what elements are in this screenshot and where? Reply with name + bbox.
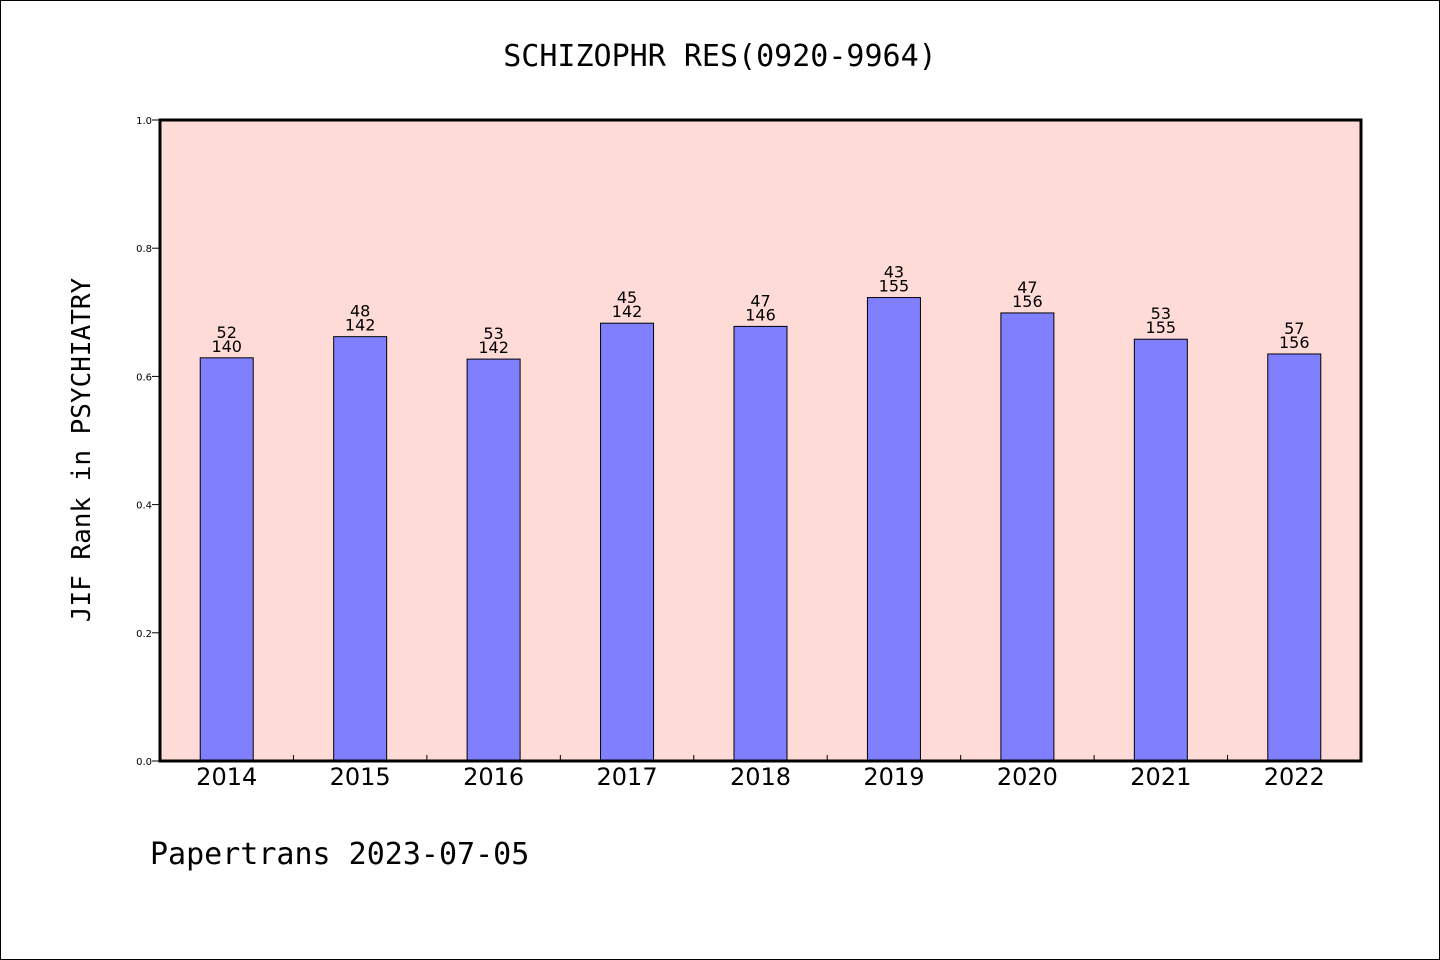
y-tick-label: 0.6 [136, 372, 152, 383]
x-tick-label: 2014 [196, 763, 257, 791]
x-tick-label: 2020 [997, 763, 1058, 791]
x-tick-label: 2021 [1130, 763, 1191, 791]
bar-label-total: 140 [211, 337, 242, 356]
chart-title: SCHIZOPHR RES(0920-9964) [503, 39, 936, 74]
bar-label-total: 155 [879, 277, 910, 296]
bar-label-rank: 52 [217, 323, 237, 342]
y-tick-label: 0.0 [136, 757, 152, 768]
y-tick-label: 0.2 [136, 629, 152, 640]
bar-2016 [466, 358, 521, 762]
x-tick-label: 2016 [463, 763, 524, 791]
bar-label-total: 142 [478, 338, 509, 357]
y-axis: 0.0 0.2 0.4 0.6 0.8 1.0 [136, 116, 160, 768]
bar-label-rank: 53 [1151, 304, 1171, 323]
bar-2021 [1133, 338, 1188, 762]
bar-label-total: 156 [1012, 292, 1043, 311]
x-tick-label: 2018 [730, 763, 791, 791]
y-axis-label: JIF Rank in PSYCHIATRY [67, 277, 97, 622]
bar-label-rank: 48 [350, 302, 370, 321]
bars [199, 297, 1322, 762]
bar-label-total: 146 [745, 305, 776, 324]
plot-border [158, 118, 1363, 763]
bar-2020 [1000, 312, 1055, 762]
bar-2019 [866, 297, 921, 762]
footer-text: Papertrans 2023-07-05 [150, 837, 529, 872]
y-tick-label: 0.4 [136, 501, 152, 512]
bar-2018 [733, 325, 788, 762]
bar-label-rank: 45 [617, 288, 637, 307]
bar-2017 [600, 322, 655, 762]
bar-2022 [1267, 353, 1322, 762]
y-tick-label: 0.8 [136, 244, 152, 255]
bar-2015 [333, 336, 388, 762]
bar-label-rank: 57 [1284, 319, 1304, 338]
bar-label-total: 156 [1279, 333, 1310, 352]
bar-label-total: 142 [345, 316, 376, 335]
bar-label-rank: 47 [1017, 278, 1037, 297]
bar-label-rank: 53 [483, 324, 503, 343]
x-tick-label: 2017 [597, 763, 658, 791]
bar-label-total: 155 [1146, 318, 1177, 337]
y-tick-label: 1.0 [136, 116, 152, 127]
bar-label-rank: 43 [884, 263, 904, 282]
x-tick-label: 2022 [1264, 763, 1325, 791]
bar-2014 [199, 357, 254, 762]
bar-label-rank: 47 [750, 291, 770, 310]
bar-label-total: 142 [612, 302, 643, 321]
x-tick-label: 2015 [330, 763, 391, 791]
x-tick-label: 2019 [863, 763, 924, 791]
x-axis: 2014 2015 2016 2017 2018 2019 2020 2021 2022 [196, 755, 1325, 791]
